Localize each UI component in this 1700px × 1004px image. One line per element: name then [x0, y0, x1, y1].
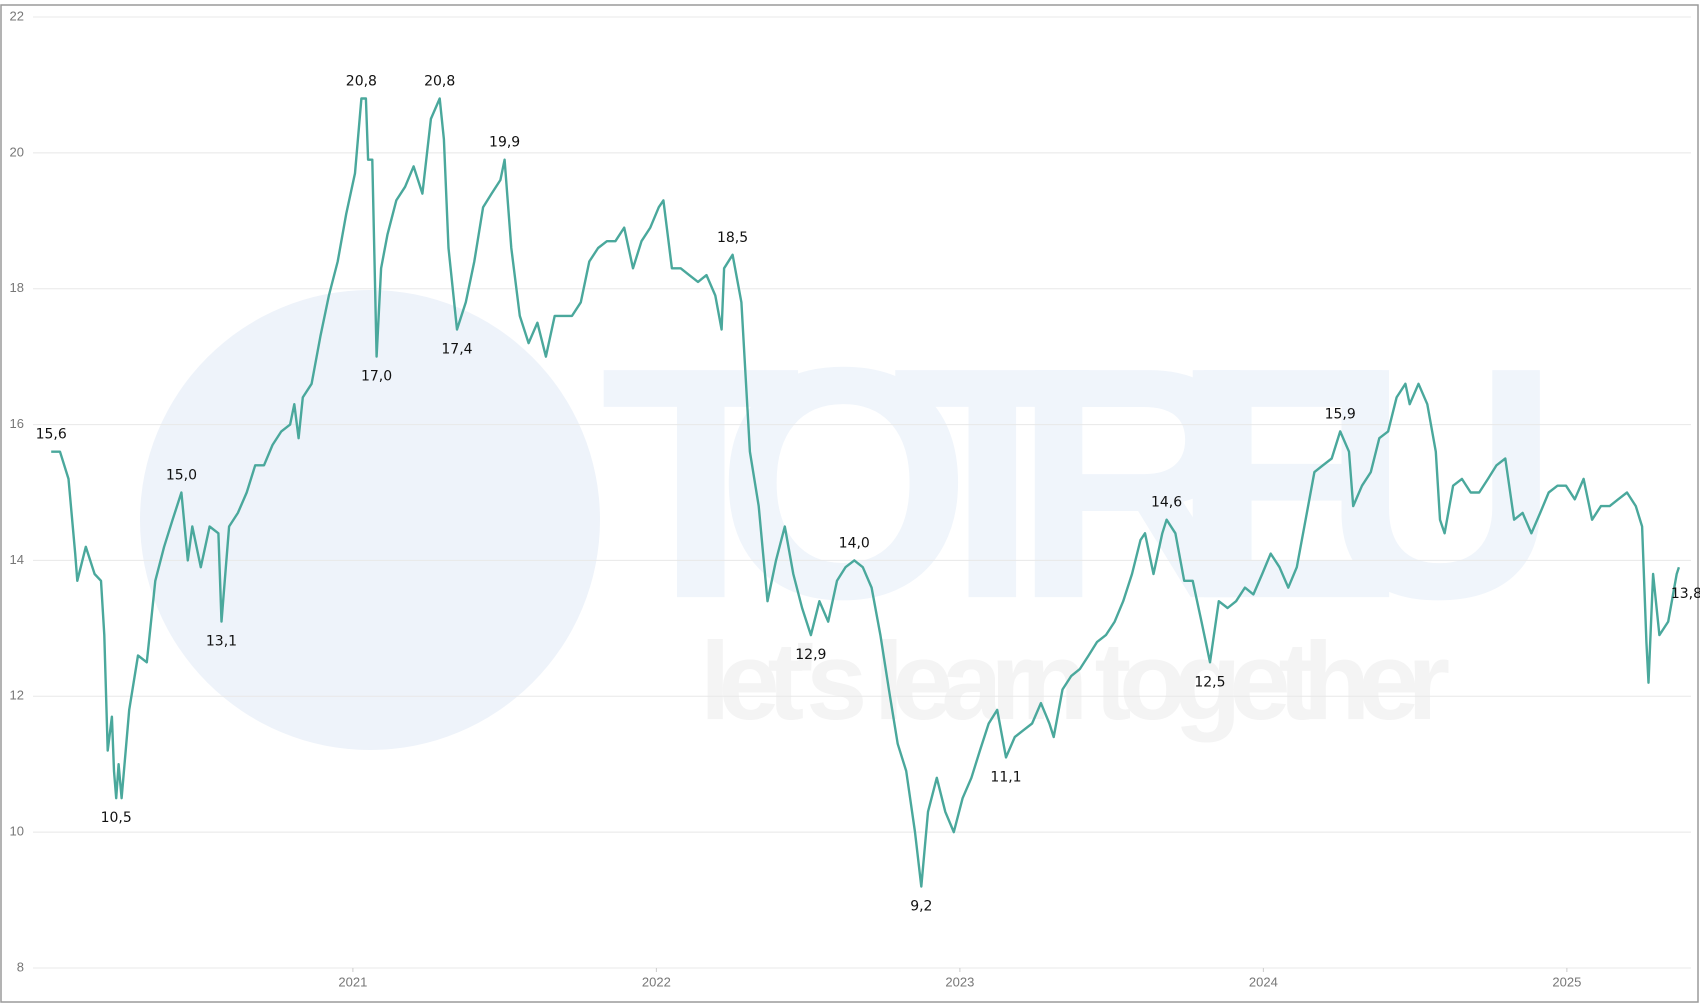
y-tick-label: 12 — [10, 688, 24, 703]
data-label: 14,0 — [839, 535, 870, 551]
data-label: 9,2 — [910, 898, 932, 914]
data-label: 17,4 — [441, 341, 472, 357]
price-line — [51, 97, 1681, 888]
data-label: 15,6 — [36, 427, 67, 443]
x-tick-label: 2024 — [1249, 974, 1278, 989]
y-tick-label: 8 — [17, 959, 24, 974]
data-label: 20,8 — [424, 74, 455, 90]
data-label: 18,5 — [717, 230, 748, 246]
y-tick-label: 14 — [10, 552, 24, 567]
data-label: 15,0 — [166, 468, 197, 484]
chart-frame — [0, 4, 1699, 1003]
data-label: 13,1 — [206, 634, 237, 650]
data-label: 12,9 — [795, 647, 826, 663]
data-label: 15,9 — [1325, 406, 1356, 422]
watermark-brand: TOTRIEU — [600, 298, 1560, 667]
data-label: 17,0 — [361, 369, 392, 385]
y-tick-label: 22 — [10, 8, 24, 23]
data-label: 11,1 — [990, 769, 1021, 785]
data-label: 14,6 — [1151, 495, 1182, 511]
y-tick-label: 16 — [10, 416, 24, 431]
data-label: 19,9 — [489, 135, 520, 151]
y-tick-label: 20 — [10, 144, 24, 159]
data-label: 10,5 — [101, 810, 132, 826]
data-label: 13,8 — [1671, 586, 1700, 602]
x-tick-label: 2022 — [642, 974, 671, 989]
x-tick-label: 2023 — [945, 974, 974, 989]
y-tick-label: 10 — [10, 824, 24, 839]
data-label: 20,8 — [346, 74, 377, 90]
watermark-tagline: let's learn together — [700, 620, 1450, 743]
x-tick-label: 2025 — [1552, 974, 1581, 989]
data-label: 12,5 — [1194, 674, 1225, 690]
y-tick-label: 18 — [10, 280, 24, 295]
watermark-logo — [140, 290, 600, 750]
x-tick-label: 2021 — [338, 974, 367, 989]
